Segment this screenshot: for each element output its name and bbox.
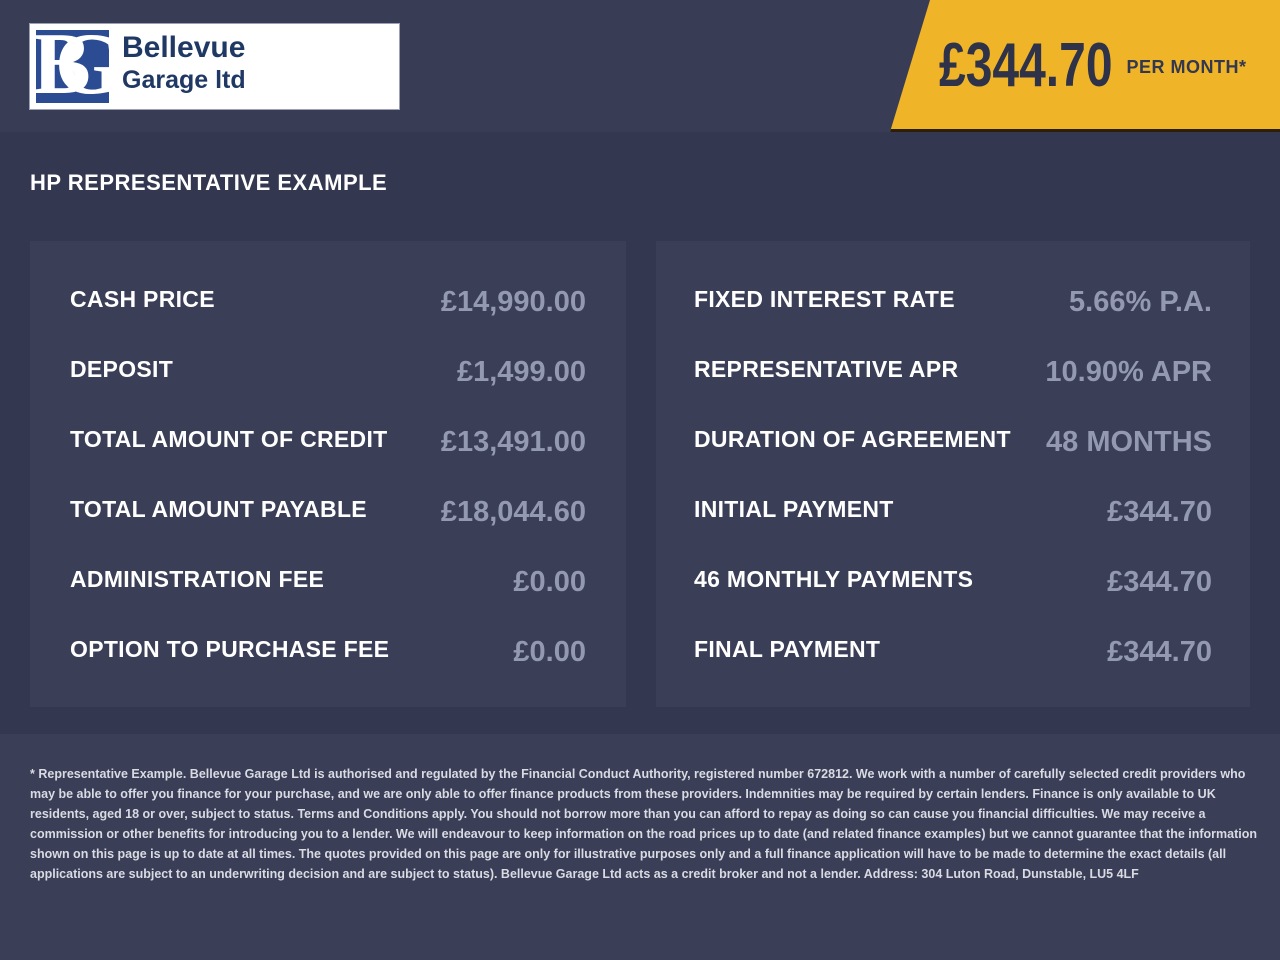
svg-text:G: G	[55, 30, 109, 103]
